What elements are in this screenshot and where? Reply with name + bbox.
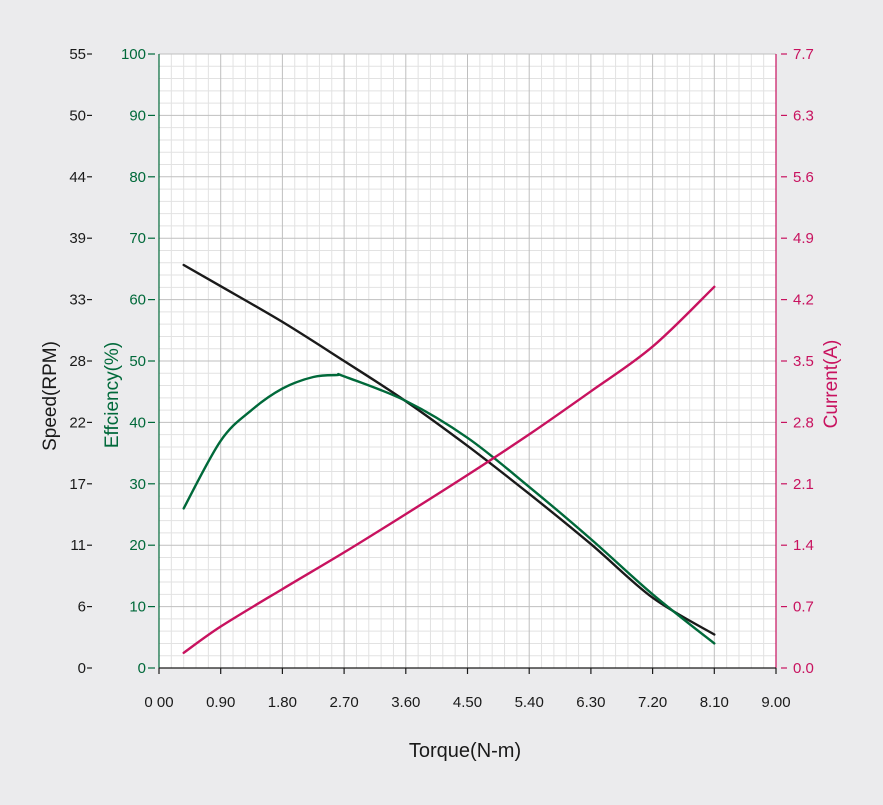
current-tick-label: 2.1 <box>793 476 814 493</box>
speed-tick-label: 17 <box>69 476 86 493</box>
x-tick-label: 5.40 <box>515 694 544 711</box>
x-tick-label: 4.50 <box>453 694 482 711</box>
current-tick-label: 7.7 <box>793 46 814 63</box>
speed-tick-label: 28 <box>69 353 86 370</box>
efficiency-tick-label: 50 <box>129 353 146 370</box>
x-tick-label: 0.90 <box>206 694 235 711</box>
speed-axis-title: Speed(RPM) <box>40 341 61 451</box>
efficiency-tick-label: 90 <box>129 107 146 124</box>
axis-layer: 0 6 11 17 22 28 33 39 44 50 55 0 10 20 30 40 50 60 70 80 90 1… <box>40 46 842 762</box>
x-tick-label: 6.30 <box>576 694 605 711</box>
current-tick-label: 3.5 <box>793 353 814 370</box>
efficiency-tick-label: 20 <box>129 537 146 554</box>
x-tick-label: 0 00 <box>144 694 173 711</box>
x-tick-label: 7.20 <box>638 694 667 711</box>
current-tick-label: 0.0 <box>793 660 814 677</box>
speed-tick-label: 44 <box>69 169 86 186</box>
speed-tick-label: 6 <box>78 599 86 616</box>
current-tick-label: 5.6 <box>793 169 814 186</box>
x-tick-label: 9.00 <box>761 694 790 711</box>
speed-tick-label: 0 <box>78 660 86 677</box>
efficiency-tick-label: 0 <box>138 660 146 677</box>
efficiency-tick-label: 80 <box>129 169 146 186</box>
speed-tick-label: 39 <box>69 230 86 247</box>
current-tick-label: 4.9 <box>793 230 814 247</box>
current-axis-title: Current(A) <box>821 340 842 429</box>
speed-tick-label: 55 <box>69 46 86 63</box>
current-tick-label: 6.3 <box>793 107 814 124</box>
current-curve <box>182 285 716 654</box>
current-tick-label: 1.4 <box>793 537 814 554</box>
x-tick-label: 3.60 <box>391 694 420 711</box>
x-tick-label: 2.70 <box>329 694 358 711</box>
current-tick-label: 4.2 <box>793 292 814 309</box>
efficiency-axis-title: Effciency(%) <box>102 342 123 448</box>
x-tick-label: 1.80 <box>268 694 297 711</box>
speed-tick-label: 22 <box>69 414 86 431</box>
efficiency-tick-label: 40 <box>129 414 146 431</box>
x-axis-title: Torque(N-m) <box>409 740 521 762</box>
efficiency-tick-label: 30 <box>129 476 146 493</box>
x-tick-label: 8.10 <box>700 694 729 711</box>
speed-tick-label: 11 <box>70 537 86 554</box>
speed-curve <box>182 263 716 636</box>
efficiency-tick-label: 70 <box>129 230 146 247</box>
efficiency-tick-label: 10 <box>129 599 146 616</box>
speed-tick-label: 33 <box>69 292 86 309</box>
efficiency-tick-label: 60 <box>129 292 146 309</box>
efficiency-tick-label: 100 <box>121 46 146 63</box>
current-tick-label: 0.7 <box>793 599 814 616</box>
current-tick-label: 2.8 <box>793 414 814 431</box>
series-layer <box>182 263 716 654</box>
efficiency-curve <box>182 372 716 645</box>
speed-tick-label: 50 <box>69 107 86 124</box>
